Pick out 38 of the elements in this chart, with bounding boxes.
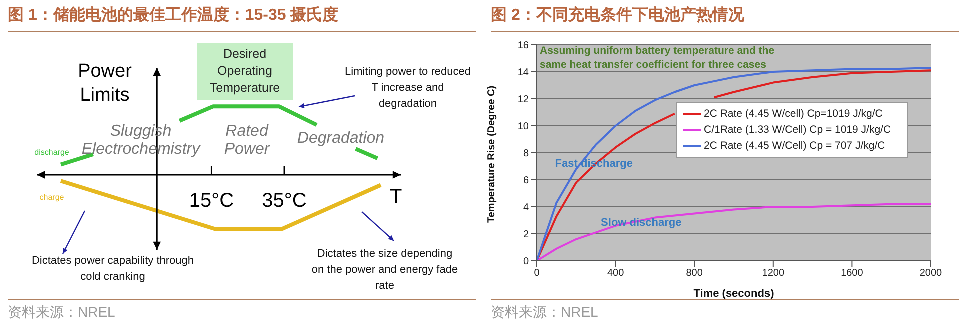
chart-title: 图 1：储能电池的最佳工作温度：15-35 摄氏度 <box>8 5 339 26</box>
x-tick-label: 400 <box>607 268 625 280</box>
y-tick-label: 14 <box>518 68 530 79</box>
x-tick-label: 35°C <box>262 190 307 212</box>
text: Desired Operating Temperature <box>197 43 293 100</box>
series-label: charge <box>40 193 65 202</box>
y-tick-label: 6 <box>523 176 530 187</box>
y-tick-label: 16 <box>518 40 530 52</box>
x-tick-label: 2000 <box>920 268 943 280</box>
x-tick-label: 1600 <box>841 268 864 280</box>
chart-title: 图 2：不同充电条件下电池产热情况 <box>491 5 744 26</box>
annotation: Limiting power to reduced T increase and degradation <box>344 65 472 112</box>
text: 资料来源：NREL <box>8 304 116 322</box>
y-tick-label: 4 <box>523 202 530 214</box>
x-axis-title: T <box>390 186 402 209</box>
legend-label: C/1Rate (1.33 W/Cell) Cp = 1019 J/kg/C <box>704 124 892 136</box>
y-axis-title: Temperature Rise (Degree C) <box>486 86 498 223</box>
y-tick-label: 10 <box>518 122 530 133</box>
legend-label: 2C Rate (4.45 W/Cell) Cp = 707 J/kg/C <box>704 140 886 152</box>
y-tick-label: 2 <box>523 230 530 241</box>
y-tick-label: 0 <box>523 256 530 268</box>
x-tick-label: 800 <box>686 268 704 280</box>
x-tick-label: 15°C <box>189 190 234 212</box>
annotation: Slow discharge <box>601 216 682 229</box>
x-axis-title: Time (seconds) <box>694 288 775 300</box>
y-tick-label: 12 <box>518 94 530 106</box>
annotation: Rated Power <box>223 123 272 159</box>
text: 资料来源：NREL <box>491 304 598 322</box>
x-tick-label: 0 <box>534 268 540 280</box>
y-axis-title: Power Limits <box>77 60 133 108</box>
y-tick-label: 8 <box>523 148 530 160</box>
annotation: Assuming uniform battery temperature and the same heat transfer coefficient for three cases <box>540 44 776 72</box>
series-label: discharge <box>34 148 70 157</box>
text: Dictates power capability through cold cranking <box>30 254 196 285</box>
legend-label: 2C Rate (4.45 W/cell) Cp=1019 J/kg/C <box>704 108 883 120</box>
annotation: Degradation <box>296 130 386 148</box>
text: Dictates the size depending on the power and energy fade rate <box>310 247 460 294</box>
x-tick-label: 1200 <box>762 268 785 280</box>
